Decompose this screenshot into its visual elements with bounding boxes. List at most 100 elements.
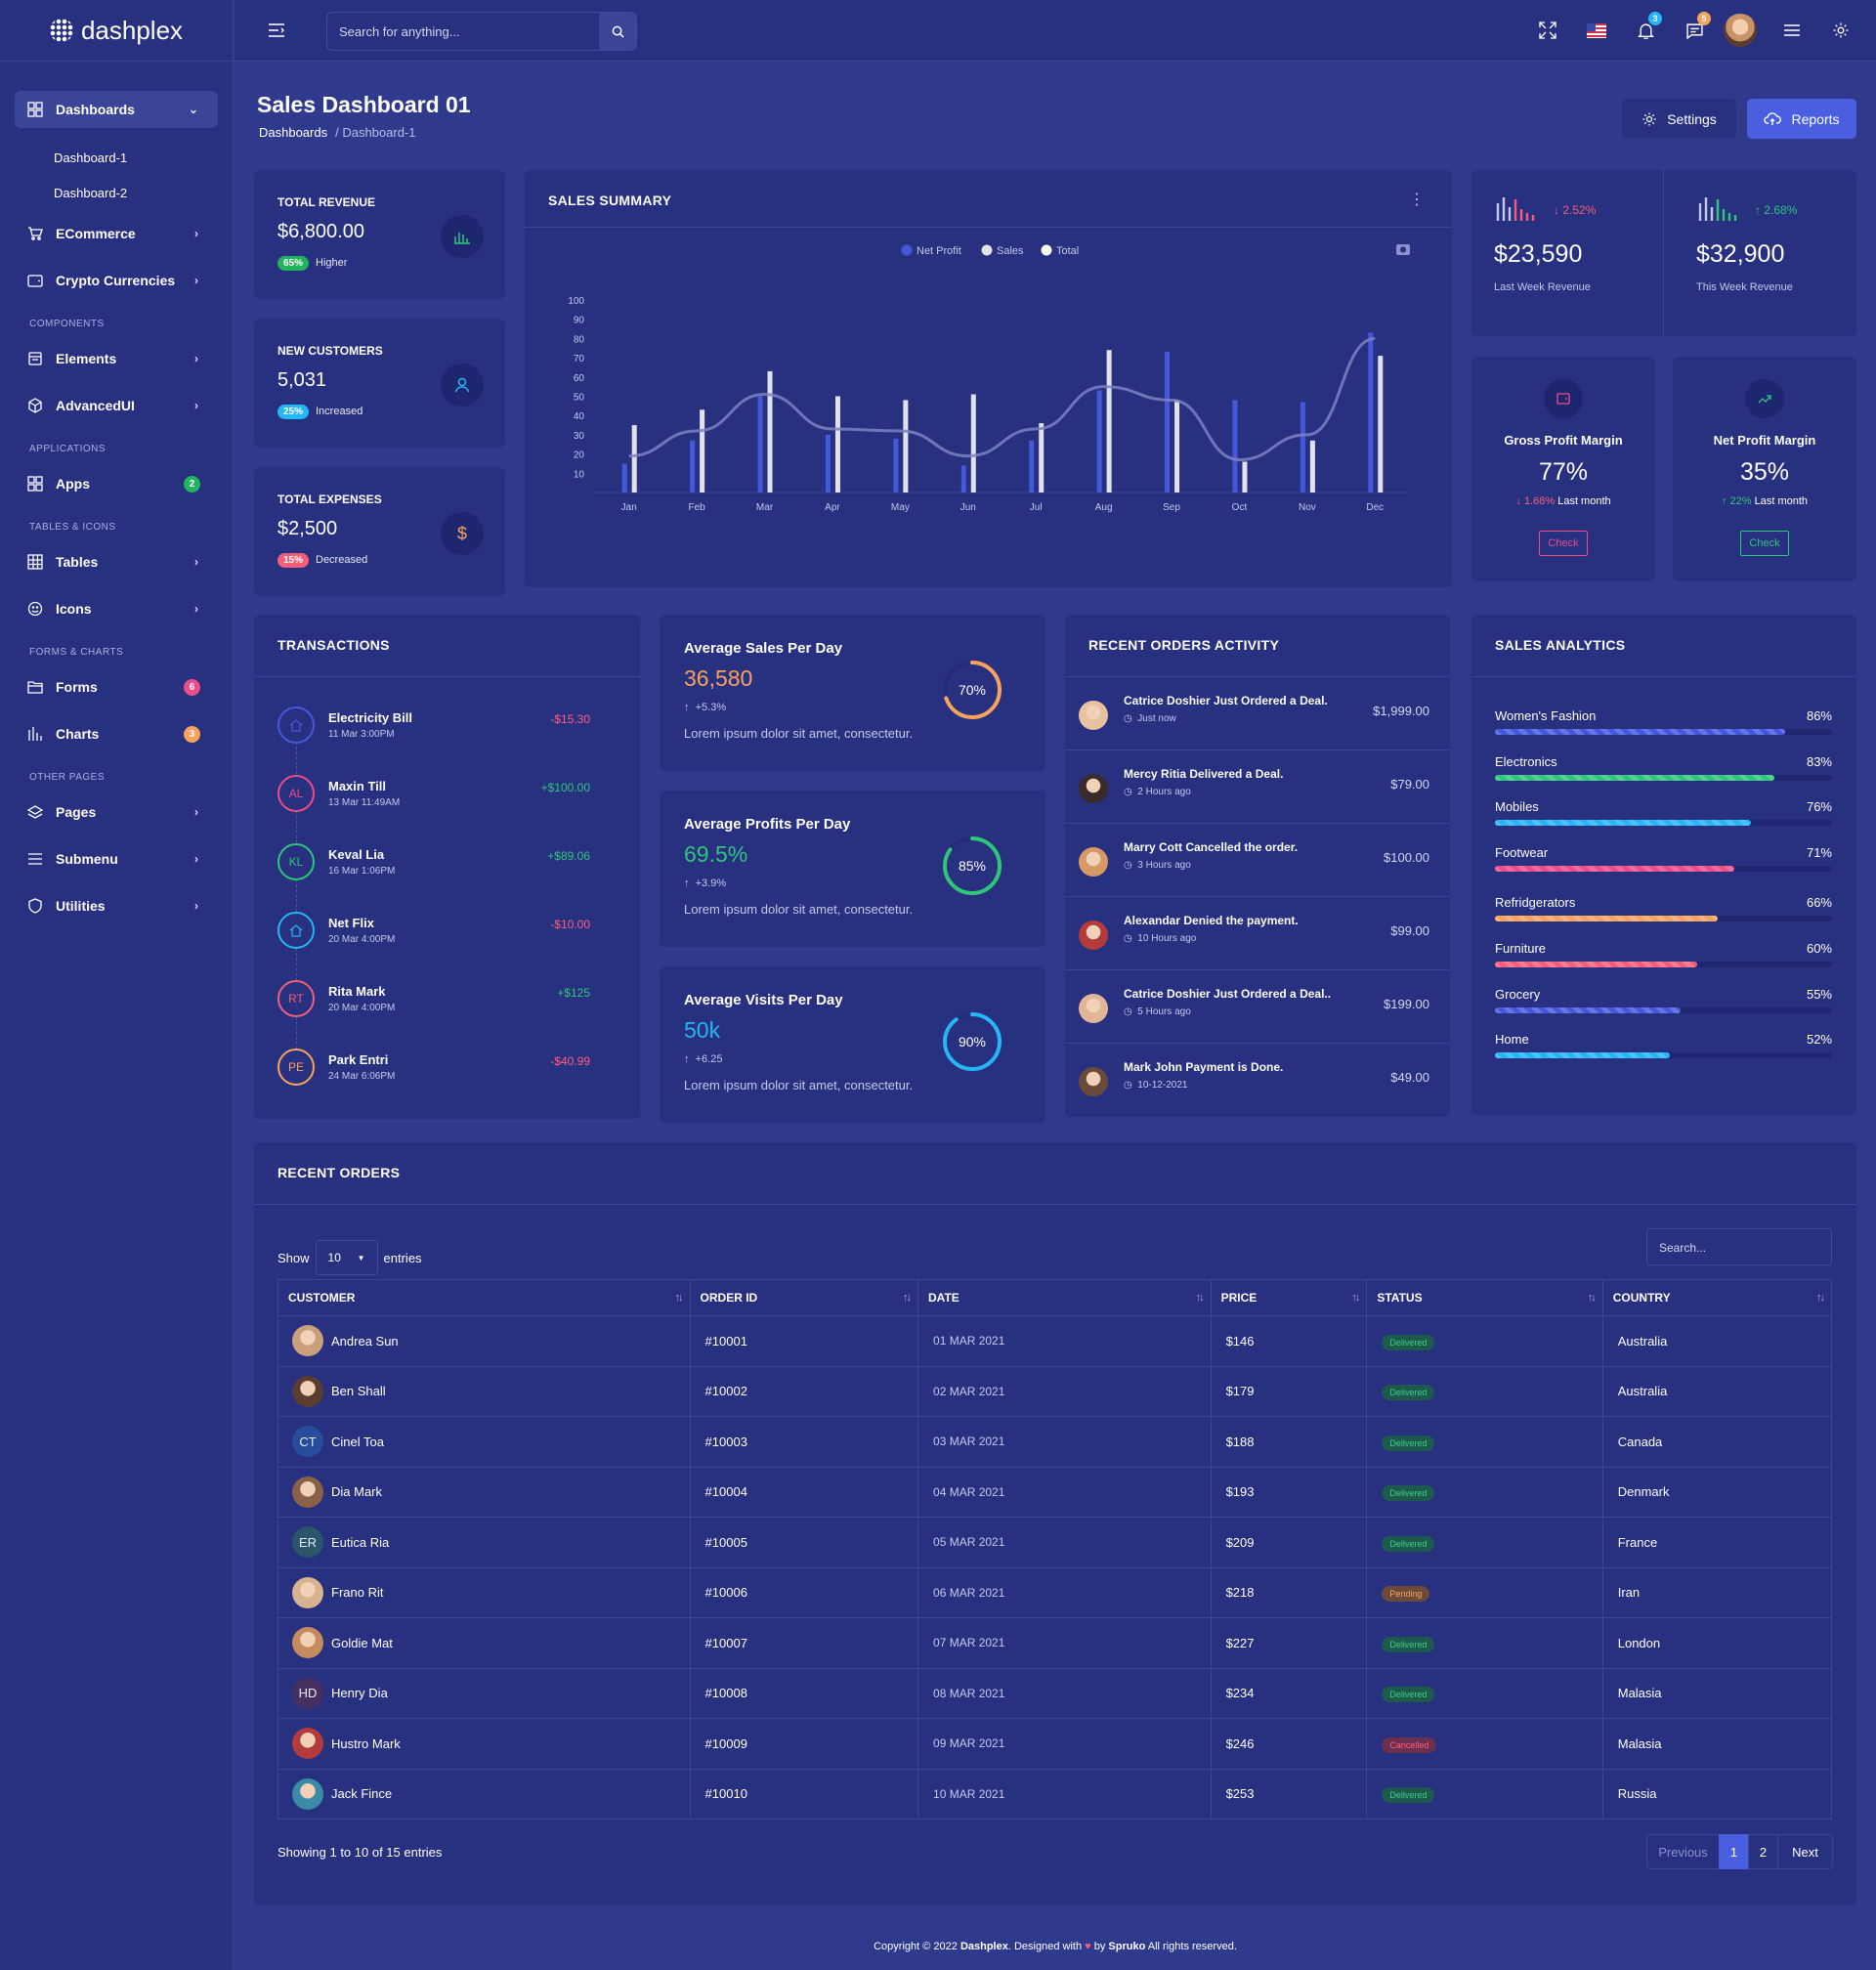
search-box[interactable]: Search for anything... (326, 12, 637, 51)
this-week-label: This Week Revenue (1696, 281, 1793, 293)
sidebar-item-forms[interactable]: Forms 6 (15, 664, 218, 710)
activity-row[interactable]: Mercy Ritia Delivered a Deal. ◷ 2 Hours a… (1065, 749, 1449, 823)
activity-row[interactable]: Catrice Doshier Just Ordered a Deal.. ◷ 5… (1065, 969, 1449, 1043)
kpi-user-icon (441, 364, 484, 407)
sidebar-item-dashboards[interactable]: Dashboards ⌄ (15, 91, 218, 128)
notification-bell-icon[interactable]: 3 (1633, 12, 1662, 43)
breadcrumb-dashboards[interactable]: Dashboards (259, 125, 328, 140)
sidebar-item-charts[interactable]: Charts 3 (15, 710, 218, 757)
more-vertical-icon[interactable]: ⋮ (1409, 192, 1425, 208)
sidebar-item-crypto[interactable]: Crypto Currencies › (15, 257, 218, 304)
user-avatar[interactable] (1724, 14, 1757, 47)
column-header[interactable]: COUNTRY ↑↓ (1601, 1279, 1833, 1316)
message-icon[interactable]: 5 (1682, 12, 1711, 43)
status-cell: Delivered (1366, 1667, 1603, 1719)
order-id-cell: #10005 (689, 1517, 919, 1568)
order-id-cell: #10004 (689, 1466, 919, 1518)
sidebar-item-ecommerce[interactable]: ECommerce › (15, 210, 218, 257)
logo[interactable]: dashplex (0, 0, 233, 62)
activity-time: ◷ 10-12-2021 (1124, 1080, 1187, 1091)
table-row[interactable]: Frano Rit #10006 06 MAR 2021 $218 Pending Ira… (277, 1566, 1833, 1618)
table-search-input[interactable]: Search... (1646, 1228, 1832, 1265)
settings-button[interactable]: Settings (1622, 99, 1736, 139)
transaction-row[interactable]: Electricity Bill 11 Mar 3:00PM -$15.30 (277, 699, 590, 757)
table-row[interactable]: Ben Shall #10002 02 MAR 2021 $179 Delivered A… (277, 1365, 1833, 1417)
activity-row[interactable]: Marry Cott Cancelled the order. ◷ 3 Hours… (1065, 823, 1449, 896)
entries-control: Show 10 ▼ entries (277, 1240, 422, 1275)
activity-row[interactable]: Catrice Doshier Just Ordered a Deal. ◷ Ju… (1065, 676, 1449, 749)
customer-avatar (292, 1375, 323, 1407)
transaction-avatar: AL (277, 775, 315, 812)
camera-icon[interactable] (1396, 244, 1410, 255)
column-header[interactable]: STATUS ↑↓ (1366, 1279, 1603, 1316)
table-row[interactable]: CT Cinel Toa #10003 03 MAR 2021 $188 Delivere… (277, 1416, 1833, 1468)
pagination-next[interactable]: Next (1777, 1834, 1833, 1869)
gross-check-button[interactable]: Check (1539, 531, 1588, 556)
grid-icon (26, 475, 44, 492)
column-header[interactable]: DATE ↑↓ (917, 1279, 1212, 1316)
hamburger-icon[interactable] (1779, 18, 1805, 43)
us-flag-icon[interactable] (1584, 18, 1609, 43)
legend-item[interactable]: Total (1041, 244, 1080, 258)
sidebar-subitem-dashboard-1[interactable]: Dashboard-1 (54, 150, 128, 165)
table-row[interactable]: Dia Mark #10004 04 MAR 2021 $193 Delivered De… (277, 1466, 1833, 1518)
sidebar-item-tables[interactable]: Tables › (15, 538, 218, 585)
entries-select[interactable]: 10 ▼ (315, 1240, 378, 1275)
net-check-button[interactable]: Check (1740, 531, 1789, 556)
transaction-row[interactable]: AL Maxin Till 13 Mar 11:49AM +$100.00 (277, 767, 590, 826)
table-row[interactable]: Andrea Sun #10001 01 MAR 2021 $146 Delivered… (277, 1315, 1833, 1367)
transaction-row[interactable]: PE Park Entri 24 Mar 6:06PM -$40.99 (277, 1041, 590, 1099)
table-row[interactable]: ER Eutica Ria #10005 05 MAR 2021 $209 Deliver… (277, 1517, 1833, 1568)
status-cell: Delivered (1366, 1617, 1603, 1669)
sidebar-item-utilities[interactable]: Utilities › (15, 882, 218, 929)
footer-author[interactable]: Spruko (1108, 1941, 1146, 1952)
stack-icon (26, 803, 44, 821)
date-cell: 07 MAR 2021 (917, 1617, 1212, 1669)
activity-row[interactable]: Mark John Payment is Done. ◷ 10-12-2021 $4… (1065, 1043, 1449, 1116)
sidebar-label: Apps (56, 476, 90, 492)
legend-item[interactable]: Sales (981, 244, 1025, 258)
average-growth: ↑ +5.3% (684, 702, 726, 713)
search-input[interactable]: Search for anything... (339, 24, 460, 39)
reports-button[interactable]: Reports (1747, 99, 1856, 139)
legend-item[interactable]: Net Profit (901, 244, 961, 258)
transaction-row[interactable]: Net Flix 20 Mar 4:00PM -$10.00 (277, 904, 590, 963)
notification-count-badge: 3 (1648, 12, 1662, 25)
transaction-name: Keval Lia (328, 847, 385, 862)
table-row[interactable]: Goldie Mat #10007 07 MAR 2021 $227 Delivered… (277, 1617, 1833, 1669)
status-cell: Delivered (1366, 1517, 1603, 1568)
average-value: 36,580 (684, 665, 753, 691)
analytics-name: Home (1495, 1032, 1529, 1047)
column-header[interactable]: PRICE ↑↓ (1210, 1279, 1368, 1316)
table-row[interactable]: Jack Fince #10010 10 MAR 2021 $253 Delivered… (277, 1768, 1833, 1820)
table-row[interactable]: HD Henry Dia #10008 08 MAR 2021 $234 Delivere… (277, 1667, 1833, 1719)
footer-designed: . Designed with (1007, 1941, 1083, 1952)
sidebar-item-submenu[interactable]: Submenu › (15, 835, 218, 882)
customer-cell: Ben Shall (277, 1365, 691, 1417)
average-growth-value: +3.9% (695, 878, 727, 889)
settings-gear-icon[interactable] (1828, 18, 1854, 43)
table-row[interactable]: Hustro Mark #10009 09 MAR 2021 $246 Cancelle… (277, 1718, 1833, 1770)
pagination-previous[interactable]: Previous (1646, 1834, 1720, 1869)
footer-brand[interactable]: Dashplex (959, 1941, 1008, 1952)
sidebar-subitem-dashboard-2[interactable]: Dashboard-2 (54, 185, 128, 200)
sidebar-item-pages[interactable]: Pages › (15, 789, 218, 835)
search-button[interactable] (599, 13, 636, 50)
pagination-page-2[interactable]: 2 (1748, 1834, 1778, 1869)
sidebar-item-icons[interactable]: Icons › (15, 585, 218, 632)
sidebar-item-advancedui[interactable]: AdvancedUI › (15, 382, 218, 429)
search-icon (612, 25, 624, 38)
transaction-row[interactable]: KL Keval Lia 16 Mar 1:06PM +$89.06 (277, 835, 590, 894)
gear-icon (1642, 111, 1656, 126)
sidebar-item-elements[interactable]: Elements › (15, 335, 218, 382)
fullscreen-icon[interactable] (1535, 18, 1560, 43)
sidebar-item-apps[interactable]: Apps 2 (15, 460, 218, 507)
activity-amount: $1,999.00 (1373, 704, 1429, 718)
menu-toggle-icon[interactable] (268, 23, 285, 42)
transaction-row[interactable]: RT Rita Mark 20 Mar 4:00PM +$125 (277, 972, 590, 1031)
column-header[interactable]: CUSTOMER ↑↓ (277, 1279, 691, 1316)
customer-name: Eutica Ria (331, 1534, 390, 1550)
column-header[interactable]: ORDER ID ↑↓ (689, 1279, 919, 1316)
activity-row[interactable]: Alexandar Denied the payment. ◷ 10 Hours … (1065, 896, 1449, 969)
pagination-page-1[interactable]: 1 (1719, 1834, 1749, 1869)
